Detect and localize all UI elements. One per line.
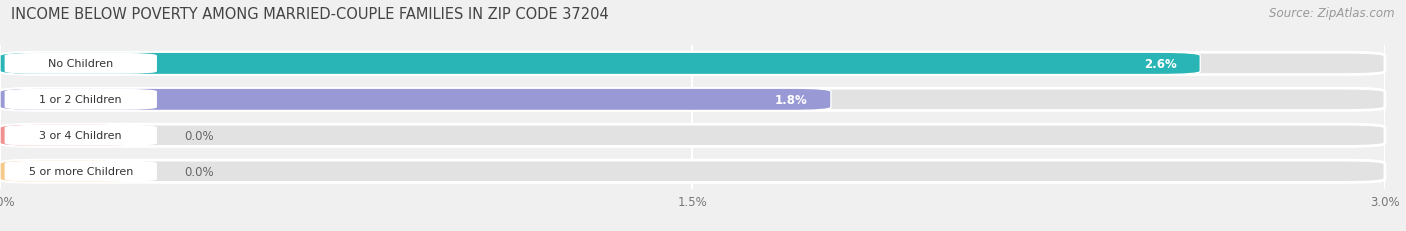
FancyBboxPatch shape <box>4 54 157 74</box>
FancyBboxPatch shape <box>4 161 157 182</box>
FancyBboxPatch shape <box>4 125 157 146</box>
Text: 0.0%: 0.0% <box>184 165 214 178</box>
Text: INCOME BELOW POVERTY AMONG MARRIED-COUPLE FAMILIES IN ZIP CODE 37204: INCOME BELOW POVERTY AMONG MARRIED-COUPL… <box>11 7 609 22</box>
Text: No Children: No Children <box>48 59 114 69</box>
FancyBboxPatch shape <box>4 90 157 110</box>
FancyBboxPatch shape <box>0 53 1385 75</box>
FancyBboxPatch shape <box>0 53 1201 75</box>
Text: 2.6%: 2.6% <box>1144 58 1177 71</box>
Text: Source: ZipAtlas.com: Source: ZipAtlas.com <box>1270 7 1395 20</box>
Text: 3 or 4 Children: 3 or 4 Children <box>39 131 122 141</box>
Text: 0.0%: 0.0% <box>184 129 214 142</box>
Text: 5 or more Children: 5 or more Children <box>28 167 134 176</box>
FancyBboxPatch shape <box>0 89 1385 111</box>
Text: 1 or 2 Children: 1 or 2 Children <box>39 95 122 105</box>
FancyBboxPatch shape <box>0 125 1385 147</box>
FancyBboxPatch shape <box>0 160 138 183</box>
FancyBboxPatch shape <box>0 125 138 147</box>
FancyBboxPatch shape <box>0 160 1385 183</box>
FancyBboxPatch shape <box>0 89 831 111</box>
Text: 1.8%: 1.8% <box>775 93 808 106</box>
